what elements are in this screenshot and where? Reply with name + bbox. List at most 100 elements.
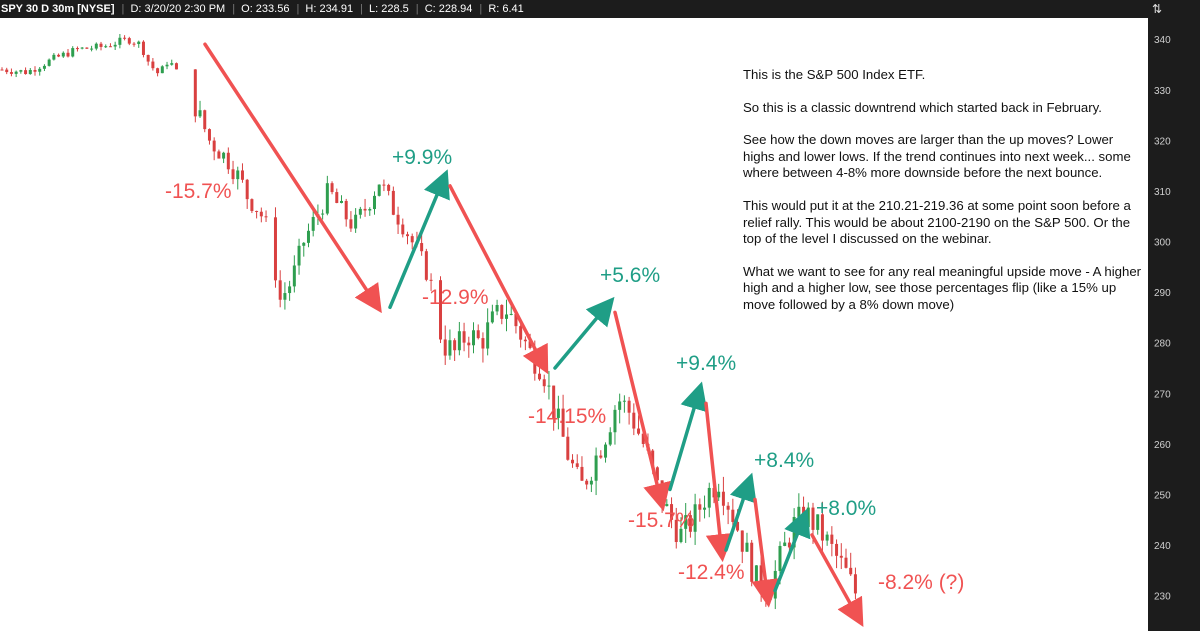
candle-body: [490, 311, 494, 323]
separator: |: [296, 3, 300, 15]
candle-body: [165, 64, 169, 67]
candle-body: [325, 183, 329, 214]
note-paragraph: This is the S&P 500 Index ETF.: [743, 67, 926, 82]
price-axis[interactable]: [1148, 0, 1200, 631]
candle-body: [580, 466, 584, 481]
candle-body: [462, 331, 466, 343]
candle-body: [783, 542, 787, 546]
candle-body: [797, 506, 801, 517]
candle-body: [698, 504, 702, 510]
move-labels-layer: -15.7% +9.9% -12.9% +5.6% -14.15% +9.4% -15.7%…: [165, 146, 964, 594]
candle-body: [99, 43, 103, 47]
note-paragraph: This would put it at the 210.21-219.36 a…: [743, 197, 1131, 247]
candle-body: [108, 46, 112, 48]
y-tick-label: 300: [1154, 238, 1171, 249]
y-tick-label: 320: [1154, 136, 1171, 147]
note-paragraph: See how the down moves are larger than t…: [743, 132, 1131, 181]
candle-body: [816, 514, 820, 530]
candle-body: [160, 66, 164, 74]
candle-body: [589, 480, 593, 485]
candle-body: [509, 313, 513, 315]
candle-body: [721, 491, 725, 506]
candle-body: [358, 208, 362, 215]
y-tick-label: 240: [1154, 541, 1171, 552]
candle-body: [613, 409, 617, 433]
candle-body: [566, 436, 570, 460]
candle-body: [481, 338, 485, 349]
candle-body: [476, 330, 480, 339]
candle-body: [401, 224, 405, 235]
down-move-arrow: [203, 42, 382, 314]
candle-body: [278, 280, 282, 300]
candle-body: [123, 37, 127, 39]
candles-layer: [0, 34, 857, 610]
y-tick-label: 230: [1154, 592, 1171, 603]
candle-body: [231, 169, 235, 180]
candle-body: [538, 373, 542, 380]
y-tick-label: 340: [1154, 35, 1171, 46]
candle-body: [118, 37, 122, 45]
y-tick-label: 260: [1154, 440, 1171, 451]
candle-body: [405, 234, 409, 237]
move-percent-label: -15.7%: [165, 180, 232, 203]
candle-body: [94, 43, 98, 49]
candle-body: [330, 183, 334, 193]
candle-body: [156, 68, 160, 74]
candle-body: [500, 304, 504, 319]
down-move-arrow: [448, 184, 549, 375]
candle-body: [604, 444, 608, 458]
candle-body: [273, 217, 277, 281]
move-percent-label: -15.7%: [628, 509, 695, 532]
scale-icon[interactable]: ⇅: [1152, 2, 1163, 16]
candle-body: [736, 521, 740, 531]
note-paragraph: What we want to see for any real meaning…: [743, 263, 1142, 312]
candle-body: [585, 480, 589, 485]
candle-body: [731, 509, 735, 522]
candle-body: [52, 54, 56, 60]
move-percent-label: -12.4%: [678, 561, 745, 584]
move-percent-label: -8.2% (?): [878, 571, 964, 594]
move-percent-label: -12.9%: [422, 286, 489, 309]
y-tick-label: 290: [1154, 288, 1171, 299]
candle-body: [363, 208, 367, 211]
separator: |: [121, 3, 125, 15]
candle-body: [217, 151, 221, 159]
candle-body: [141, 41, 145, 55]
candle-body: [410, 236, 414, 243]
candle-body: [467, 342, 471, 346]
move-percent-label: +9.4%: [676, 352, 736, 375]
candle-body: [335, 192, 339, 203]
down-move-arrow: [613, 310, 671, 512]
candle-body: [311, 216, 315, 231]
candle-body: [212, 140, 216, 152]
candle-body: [429, 279, 433, 281]
close-readout: C: 228.94: [424, 3, 473, 15]
candle-body: [505, 314, 509, 319]
y-axis-ticks: 230 240 250 260 270 280 290 300 310 320 330 340: [1154, 35, 1171, 602]
candle-body: [542, 379, 546, 387]
candle-body: [28, 69, 32, 75]
candle-body: [599, 455, 603, 458]
candle-body: [618, 401, 622, 410]
candle-body: [132, 43, 136, 45]
candle-body: [5, 69, 9, 73]
candle-body: [453, 340, 457, 351]
down-move-arrow: [751, 497, 780, 608]
candle-body: [75, 48, 79, 50]
candle-body: [670, 504, 674, 520]
candle-body: [594, 455, 598, 481]
candle-body: [608, 432, 612, 445]
separator: |: [479, 3, 483, 15]
candle-body: [226, 152, 230, 170]
candle-body: [240, 170, 244, 180]
move-percent-label: +8.4%: [754, 449, 814, 472]
separator: |: [360, 3, 363, 15]
candle-body: [174, 63, 178, 70]
up-move-arrow: [724, 472, 757, 552]
candle-body: [674, 519, 678, 543]
candle-body: [547, 385, 551, 387]
candle-body: [113, 44, 117, 47]
candle-body: [778, 545, 782, 571]
candle-body: [853, 574, 857, 594]
